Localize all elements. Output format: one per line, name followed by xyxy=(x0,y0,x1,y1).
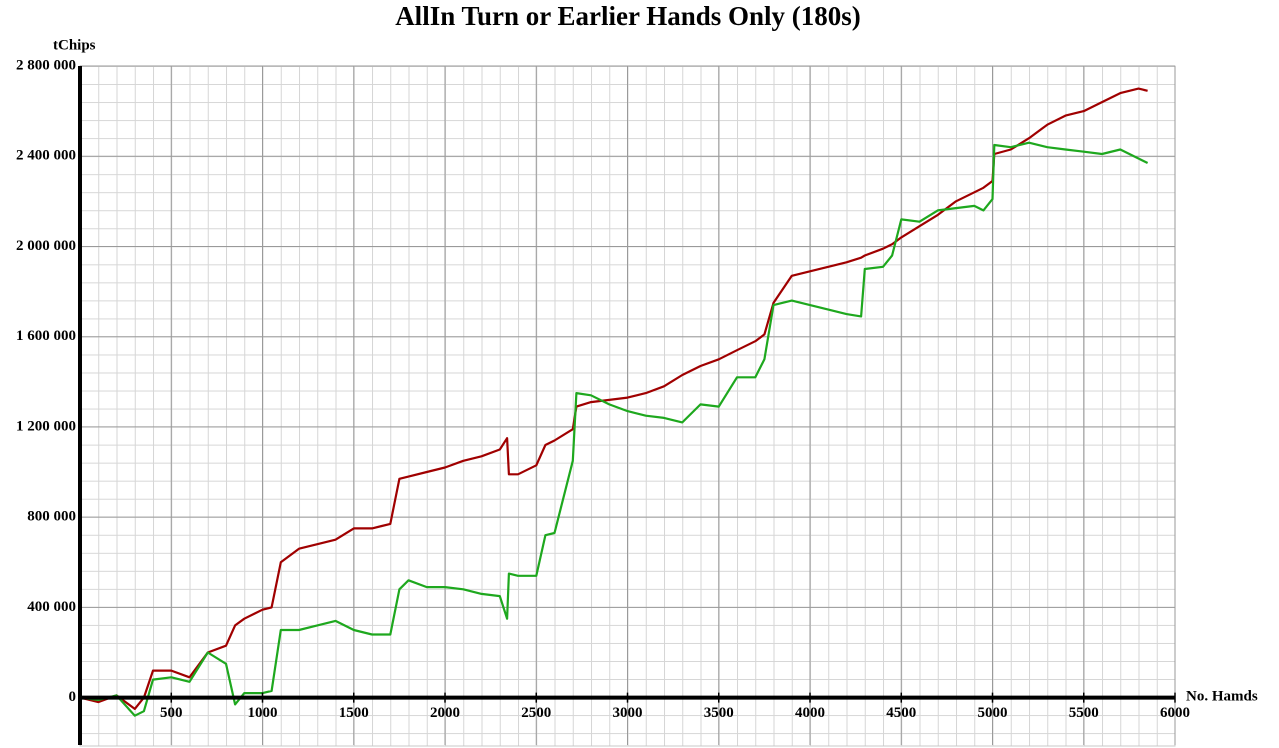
x-tick-label: 4000 xyxy=(795,705,825,721)
y-tick-label: 2 800 000 xyxy=(16,57,76,73)
x-tick-label: 5000 xyxy=(978,705,1008,721)
series-line xyxy=(79,87,1148,710)
axes: 0 400 000 800 000 1 200 000 1 600 000 2 000 0… xyxy=(16,57,1190,745)
y-tick-label: 2 000 000 xyxy=(16,238,76,254)
y-tick-label: 2 400 000 xyxy=(16,148,76,164)
x-tick-label: 2000 xyxy=(430,705,460,721)
x-tick-label: 1000 xyxy=(248,705,278,721)
x-tick-label: 4500 xyxy=(886,705,916,721)
x-tick-label: 500 xyxy=(160,705,183,721)
y-tick-label: 1 200 000 xyxy=(16,418,76,434)
y-tick-label: 0 xyxy=(69,689,77,705)
chart-title: AllIn Turn or Earlier Hands Only (180s) xyxy=(395,1,861,31)
y-tick-label: 800 000 xyxy=(27,509,76,525)
x-axis-label: No. Hamds xyxy=(1186,688,1258,704)
x-tick-label: 2500 xyxy=(521,705,551,721)
x-tick-label: 6000 xyxy=(1160,705,1190,721)
x-tick-label: 1500 xyxy=(339,705,369,721)
y-tick-label: 400 000 xyxy=(27,599,76,615)
x-tick-label: 3000 xyxy=(613,705,643,721)
y-axis-label: tChips xyxy=(53,37,96,53)
x-tick-label: 3500 xyxy=(704,705,734,721)
y-tick-label: 1 600 000 xyxy=(16,328,76,344)
x-tick-label: 5500 xyxy=(1069,705,1099,721)
